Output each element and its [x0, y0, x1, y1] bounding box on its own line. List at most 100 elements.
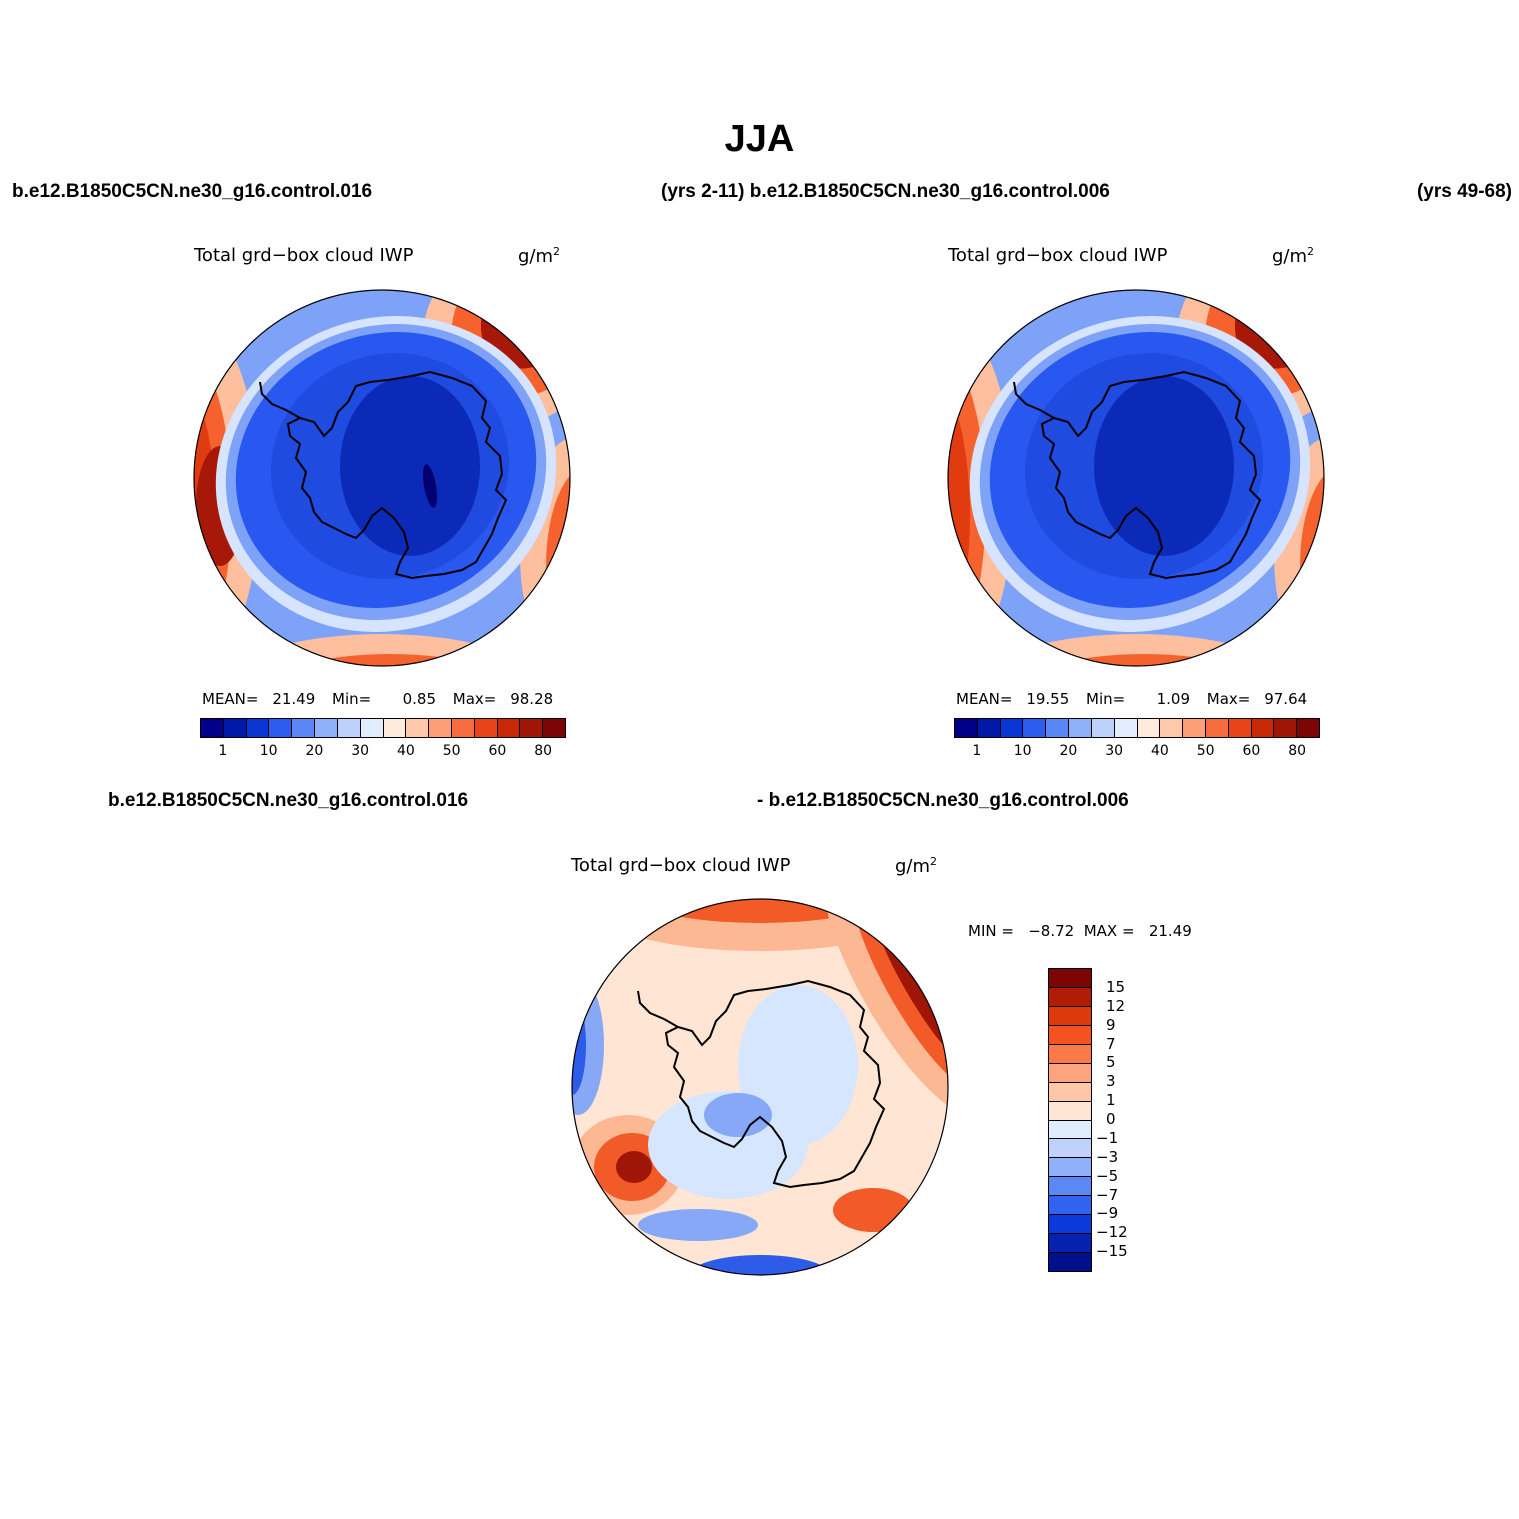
panel1-ice-core [340, 376, 480, 556]
panel2-colorbar-tick-label: 80 [1288, 743, 1307, 759]
panel2-min-label: Min= [1086, 690, 1126, 708]
panel3-colorbar-swatch [1049, 987, 1091, 1007]
panel1-peninsula [259, 381, 301, 419]
panel3-cool-ross [704, 1093, 772, 1137]
panel3-colorbar-tick-label: 0 [1106, 1110, 1116, 1128]
panel1-coastline [286, 370, 508, 580]
panel1-max-label: Max= [452, 690, 497, 708]
figure-title: JJA [724, 118, 795, 160]
panel1-colorbar-tick-label: 80 [534, 743, 553, 759]
panel1-colorbar-swatch [543, 719, 565, 737]
panel1-map-border [193, 289, 571, 667]
panel3-colorbar-tick-label: −9 [1096, 1204, 1119, 1223]
panel2-colorbar-swatch [1069, 719, 1092, 737]
panel3-colorbar-tick-label: −7 [1096, 1185, 1119, 1204]
panel1-colorbar-swatch [201, 719, 224, 737]
panel2-colorbar-swatch [1183, 719, 1206, 737]
panel3-colorbar-swatch [1049, 1234, 1091, 1254]
panel2-colorbar-labels: 1 10 20 30 40 50 60 80 [954, 738, 1320, 759]
panel1-colorbar-swatch [497, 719, 521, 737]
panel3-colorbar-swatch [1049, 969, 1091, 988]
panel1-colorbar-swatch [269, 719, 293, 737]
panel2-stats: MEAN= 19.55 Min= 1.09 Max= 97.64 [956, 690, 1307, 708]
panel2-mean-label: MEAN= [956, 690, 1013, 708]
panel3-colorbar-tick-label: 15 [1106, 977, 1126, 996]
panel2-colorbar-tick-label: 40 [1150, 743, 1169, 759]
panel1-units: g/m2 [518, 245, 560, 267]
panel1-colorbar-swatch [429, 719, 452, 737]
panel1-warm-east [546, 466, 570, 666]
panel1-colorbar-swatch [451, 719, 475, 737]
panel2-ice-core [1094, 376, 1234, 556]
panel3-colorbar-strip [1048, 968, 1092, 1272]
panel1-max-value: 98.28 [510, 690, 554, 708]
panel3-coastline [664, 979, 886, 1189]
panel1-colorbar-tick-label: 30 [351, 743, 370, 759]
panel3-colorbar-tick-label: −12 [1096, 1223, 1128, 1242]
panel1-colorbar-tick-label: 60 [488, 743, 507, 759]
panel3-colorbar-tick-label: 3 [1106, 1072, 1116, 1091]
panel1-colorbar-swatch [223, 719, 247, 737]
panel3-minmax: MIN = −8.72 MAX = 21.49 [968, 922, 1192, 940]
panel3-colorbar-swatch [1049, 1120, 1091, 1140]
panel2-colorbar-swatch [977, 719, 1001, 737]
panel3-warm-se [833, 1188, 913, 1232]
panel3-colorbar-tick-label: −3 [1096, 1147, 1119, 1166]
panel1-colorbar-swatch [292, 719, 316, 737]
panel3-colorbar-swatch [1049, 1044, 1091, 1064]
panel2-colorbar-swatch [1274, 719, 1298, 737]
panel1-colorbar-tick-label: 10 [259, 743, 278, 759]
panel1-units-exp: 2 [553, 245, 561, 258]
panel1-colorbar-tick-label: 50 [442, 743, 461, 759]
panel3-warm-sw-core [616, 1151, 652, 1183]
panel1-ice-min [422, 464, 438, 508]
panel2-colorbar-swatch [1023, 719, 1047, 737]
panel2-colorbar-tick-label: 20 [1059, 743, 1078, 759]
panel2-warm-west-core [948, 366, 970, 666]
panel2-mean-value: 19.55 [1026, 690, 1070, 708]
panel2-fields [948, 290, 1324, 666]
panel1-mean-label: MEAN= [202, 690, 259, 708]
panel1-colorbar: 1 10 20 30 40 50 60 80 [200, 718, 566, 759]
panel3-colorbar-tick-label: −5 [1096, 1166, 1119, 1185]
panel2-colorbar-swatch [1091, 719, 1115, 737]
panel2-colorbar-strip [954, 718, 1320, 738]
case1-years: (yrs 2-11) [661, 181, 745, 202]
panel1-colorbar-swatch [474, 719, 498, 737]
panel1-fields [194, 290, 570, 666]
panel1-colorbar-tick-label: 1 [218, 743, 228, 759]
panel3-colorbar-swatch [1049, 1177, 1091, 1197]
panel3-cool-south [690, 1255, 830, 1275]
panel1-colorbar-swatch [360, 719, 384, 737]
panel2-colorbar-swatch [955, 719, 978, 737]
case2-years: (yrs 49-68) [1416, 181, 1512, 202]
panel1-stats: MEAN= 21.49 Min= 0.85 Max= 98.28 [202, 690, 553, 708]
panel3-colorbar-swatch [1049, 1082, 1091, 1102]
panel3-difference-map [571, 898, 949, 1276]
panel1-colorbar-swatch [520, 719, 544, 737]
panel3-units-base: g/m [895, 856, 931, 877]
panel3-units-exp: 2 [930, 855, 938, 868]
panel3-peninsula [637, 990, 679, 1028]
panel1-colorbar-swatch [383, 719, 407, 737]
case1-label: b.e12.B1850C5CN.ne30_g16.control.016 [12, 181, 373, 202]
panel2-colorbar-tick-label: 10 [1013, 743, 1032, 759]
panel1-colorbar-swatch [406, 719, 430, 737]
panel2-peninsula [1013, 381, 1055, 419]
panel3-colorbar-tick-label: 12 [1106, 996, 1126, 1015]
panel3-colorbar-swatch [1049, 1063, 1091, 1083]
panel1-min-label: Min= [332, 690, 372, 708]
panel2-colorbar-swatch [1046, 719, 1070, 737]
panel2-colorbar-swatch [1137, 719, 1161, 737]
panel3-colorbar-tick-label: −15 [1096, 1242, 1128, 1261]
panel1-polar-map [193, 289, 571, 667]
panel2-polar-map [947, 289, 1325, 667]
panel1-colorbar-strip [200, 718, 566, 738]
panel2-max-value: 97.64 [1264, 690, 1308, 708]
panel1-units-base: g/m [518, 246, 554, 267]
panel2-colorbar: 1 10 20 30 40 50 60 80 [954, 718, 1320, 759]
panel3-colorbar-tick-label: 5 [1106, 1053, 1116, 1072]
panel2-warm-east [1300, 466, 1324, 666]
panel2-colorbar-tick-label: 30 [1105, 743, 1124, 759]
panel3-colorbar-swatch [1049, 1253, 1091, 1271]
